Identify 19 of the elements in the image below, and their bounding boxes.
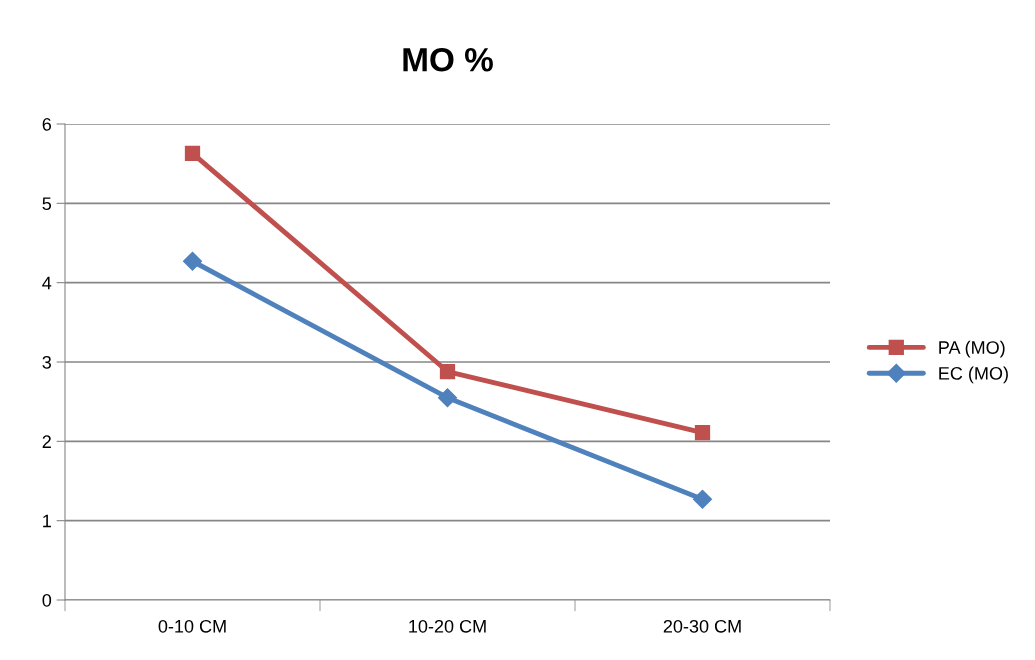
chart-title: MO % bbox=[403, 47, 493, 72]
y-tick-label: 3 bbox=[42, 355, 52, 369]
y-tick-label: 6 bbox=[42, 117, 52, 131]
x-tick-label: 0-10 CM bbox=[158, 619, 226, 633]
point bbox=[692, 489, 713, 509]
y-tick-label: 0 bbox=[42, 593, 52, 607]
y-tick-label: 2 bbox=[42, 435, 51, 448]
legend-label: PA (MO) bbox=[939, 340, 1005, 358]
legend-label: EC (MO) bbox=[939, 366, 1008, 384]
point bbox=[184, 145, 201, 161]
x-tick-label: 20-30 CM bbox=[663, 619, 741, 633]
x-tick-label: 10-20 CM bbox=[409, 619, 486, 633]
point bbox=[694, 424, 711, 441]
y-tick-label: 1 bbox=[43, 514, 51, 528]
point bbox=[437, 388, 458, 408]
y-tick-label: 5 bbox=[42, 197, 52, 211]
point bbox=[182, 251, 203, 271]
point bbox=[439, 363, 456, 380]
y-tick-label: 4 bbox=[42, 276, 52, 290]
